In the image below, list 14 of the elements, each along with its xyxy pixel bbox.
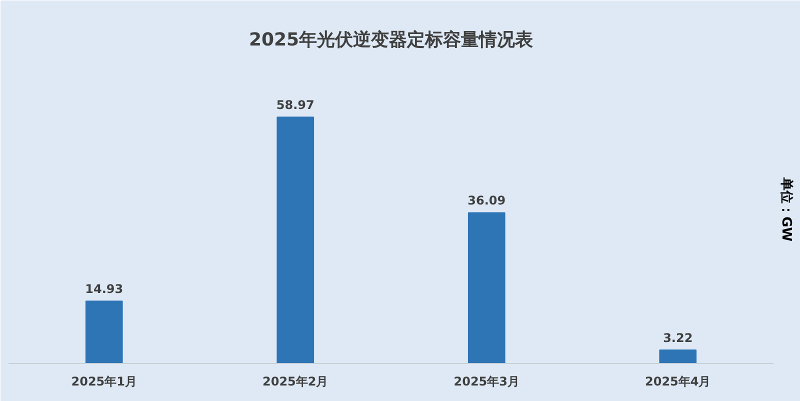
bar <box>85 300 123 364</box>
data-label: 14.93 <box>85 282 124 296</box>
chart-title: 2025年光伏逆变器定标容量情况表 <box>248 30 534 50</box>
bar <box>468 212 506 364</box>
x-tick-label: 2025年1月 <box>71 374 137 388</box>
y-axis-title: 单位：GW <box>778 176 794 242</box>
x-tick-label: 2025年3月 <box>454 374 520 388</box>
data-label: 36.09 <box>468 194 506 208</box>
data-label: 58.97 <box>276 98 314 112</box>
bar <box>276 116 314 364</box>
x-tick-label: 2025年2月 <box>262 374 328 388</box>
x-tick-label: 2025年4月 <box>645 374 711 388</box>
data-label: 3.22 <box>663 331 693 346</box>
bar <box>659 350 697 364</box>
